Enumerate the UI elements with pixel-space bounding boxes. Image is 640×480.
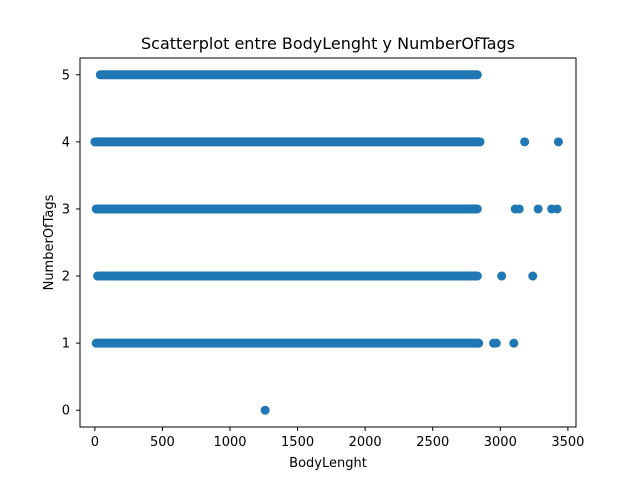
y-tick-label: 3 xyxy=(62,202,70,217)
scatter-point xyxy=(552,204,562,214)
scatter-point xyxy=(520,137,530,147)
chart-title: Scatterplot entre BodyLenght y NumberOfT… xyxy=(141,34,515,53)
dense-bands xyxy=(90,70,485,348)
scatter-point xyxy=(497,271,507,281)
x-axis-ticks: 0 500 1000 1500 2000 2500 3000 3500 xyxy=(91,427,584,450)
x-tick-label: 3500 xyxy=(551,435,584,450)
scatter-point xyxy=(528,271,538,281)
scatter-point xyxy=(553,137,563,147)
x-tick-label: 2000 xyxy=(349,435,382,450)
scatter-point xyxy=(260,405,270,415)
x-tick-label: 500 xyxy=(150,435,175,450)
x-tick-label: 1500 xyxy=(281,435,314,450)
x-tick-label: 3000 xyxy=(484,435,517,450)
x-tick-label: 1000 xyxy=(213,435,246,450)
scatter-point xyxy=(533,204,543,214)
scatter-points xyxy=(260,137,563,415)
scatter-point xyxy=(491,338,501,348)
y-tick-label: 5 xyxy=(62,68,70,83)
x-axis-label: BodyLenght xyxy=(289,456,367,471)
y-tick-label: 1 xyxy=(62,337,70,352)
y-axis-ticks: 0 1 2 3 4 5 xyxy=(62,68,80,419)
y-axis-label: NumberOfTags xyxy=(42,194,57,290)
y-tick-label: 4 xyxy=(62,135,70,150)
scatter-point xyxy=(509,338,519,348)
x-tick-label: 0 xyxy=(91,435,99,450)
scatter-point xyxy=(514,204,524,214)
y-tick-label: 0 xyxy=(62,404,70,419)
x-tick-label: 2500 xyxy=(416,435,449,450)
y-tick-label: 2 xyxy=(62,270,70,285)
plot-area-frame xyxy=(79,57,577,428)
